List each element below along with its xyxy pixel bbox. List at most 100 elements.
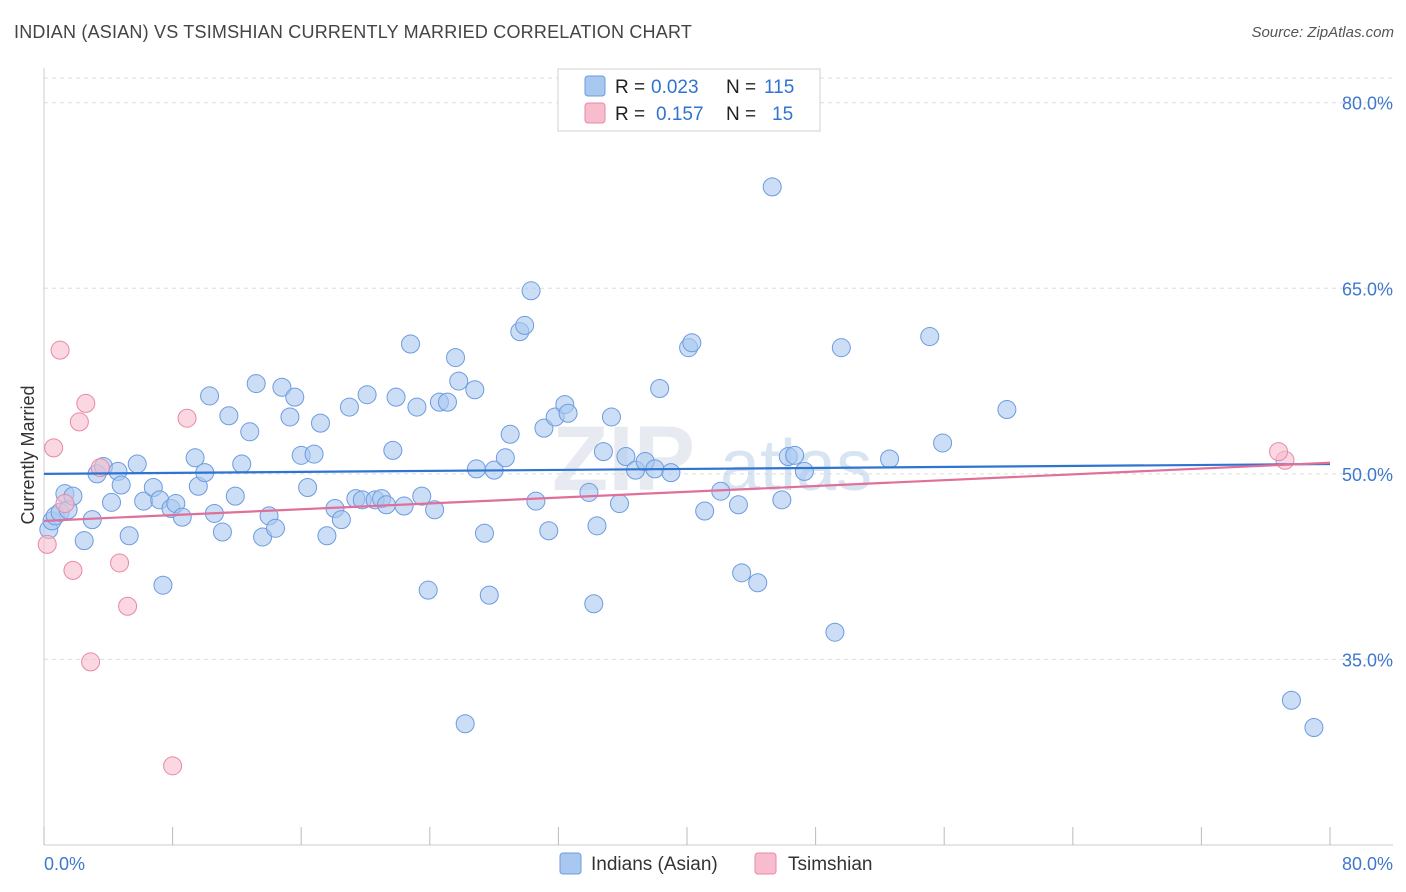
data-point-blue — [127, 454, 147, 474]
data-point-blue — [153, 575, 173, 595]
data-point-blue — [732, 563, 752, 583]
points-layer — [37, 177, 1324, 776]
data-point-blue — [539, 521, 559, 541]
data-point-blue — [185, 448, 205, 468]
y-tick-label: 80.0% — [1342, 94, 1393, 114]
data-point-blue — [515, 315, 535, 335]
watermark-atlas: atlas — [720, 426, 872, 506]
y-tick-label: 65.0% — [1342, 279, 1393, 299]
data-point-blue — [526, 491, 546, 511]
data-point-blue — [479, 585, 499, 605]
data-point-blue — [172, 507, 192, 527]
data-point-blue — [119, 526, 139, 546]
data-point-blue — [584, 594, 604, 614]
data-point-blue — [997, 400, 1017, 420]
trend-layer — [43, 461, 1331, 522]
data-point-blue — [449, 371, 469, 391]
data-point-blue — [587, 516, 607, 536]
data-point-blue — [298, 477, 318, 497]
data-point-pink — [163, 756, 183, 776]
data-point-blue — [455, 714, 475, 734]
grid-layer — [44, 77, 1393, 660]
source-label: Source: ZipAtlas.com — [1251, 24, 1394, 41]
data-point-blue — [280, 407, 300, 427]
data-point-pink — [118, 596, 138, 616]
top-legend: R = 0.023 N = 115 R = 0.157 N = 15 — [557, 68, 821, 132]
data-point-blue — [495, 448, 515, 468]
data-point-blue — [601, 407, 621, 427]
legend-n-label-blue: N = — [726, 77, 756, 98]
data-point-blue — [272, 377, 292, 397]
data-point-blue — [111, 475, 131, 495]
data-point-blue — [412, 486, 432, 506]
data-point-blue — [616, 447, 636, 467]
data-point-blue — [425, 500, 445, 520]
data-point-pink — [177, 408, 197, 428]
data-point-pink — [90, 458, 110, 478]
data-point-pink — [63, 560, 83, 580]
data-point-blue — [285, 387, 305, 407]
data-point-blue — [383, 440, 403, 460]
bottom-legend-label-pink: Tsimshian — [788, 854, 872, 875]
data-point-blue — [825, 622, 845, 642]
data-point-blue — [466, 459, 486, 479]
data-point-blue — [785, 445, 805, 465]
x-tick-label: 80.0% — [1342, 854, 1393, 874]
y-axis-label: Currently Married — [18, 385, 38, 524]
data-point-blue — [219, 406, 239, 426]
tick-labels: 35.0% 50.0% 65.0% 80.0% 0.0% 80.0% — [44, 94, 1393, 874]
data-point-blue — [579, 482, 599, 502]
data-point-blue — [394, 496, 414, 516]
data-point-blue — [794, 461, 814, 481]
bottom-legend-label-blue: Indians (Asian) — [591, 854, 718, 875]
data-point-blue — [728, 495, 748, 515]
legend-n-value-pink: 15 — [772, 104, 793, 125]
data-point-pink — [110, 553, 130, 573]
data-point-pink — [76, 393, 96, 413]
data-point-blue — [304, 444, 324, 464]
trend-line-pink — [43, 461, 1331, 522]
data-point-blue — [225, 486, 245, 506]
data-point-blue — [1281, 690, 1301, 710]
data-point-blue — [446, 348, 466, 368]
data-point-pink — [50, 340, 70, 360]
data-point-blue — [339, 397, 359, 417]
bottom-legend: Indians (Asian) Tsimshian — [559, 852, 872, 875]
trend-line-blue — [43, 462, 1331, 475]
data-point-pink — [81, 652, 101, 672]
data-point-blue — [232, 454, 252, 474]
data-point-blue — [682, 333, 702, 353]
data-point-blue — [1304, 717, 1324, 737]
data-point-blue — [310, 413, 330, 433]
data-point-blue — [831, 338, 851, 358]
data-point-blue — [418, 580, 438, 600]
legend-r-value-pink: 0.157 — [656, 104, 704, 125]
data-point-blue — [357, 385, 377, 405]
chart-title: INDIAN (ASIAN) VS TSIMSHIAN CURRENTLY MA… — [14, 22, 693, 42]
data-point-blue — [331, 510, 351, 530]
data-point-blue — [609, 494, 629, 514]
bottom-legend-swatch-blue — [559, 852, 582, 875]
data-point-blue — [240, 422, 260, 442]
data-point-blue — [593, 442, 613, 462]
legend-n-label-pink: N = — [726, 104, 756, 125]
data-point-blue — [474, 523, 494, 543]
data-point-blue — [265, 518, 285, 538]
data-point-blue — [521, 281, 541, 301]
data-point-blue — [661, 463, 681, 483]
data-point-blue — [650, 379, 670, 399]
data-point-blue — [465, 380, 485, 400]
data-point-blue — [246, 374, 266, 394]
axes-layer — [43, 68, 1393, 846]
y-tick-label: 35.0% — [1342, 650, 1393, 670]
bottom-legend-swatch-pink — [754, 852, 777, 875]
data-point-blue — [695, 501, 715, 521]
legend-r-label-pink: R = — [615, 104, 645, 125]
data-point-blue — [920, 327, 940, 347]
data-point-blue — [74, 531, 94, 551]
data-point-blue — [386, 387, 406, 407]
y-tick-label: 50.0% — [1342, 465, 1393, 485]
data-point-blue — [437, 392, 457, 412]
data-point-pink — [1269, 442, 1289, 462]
